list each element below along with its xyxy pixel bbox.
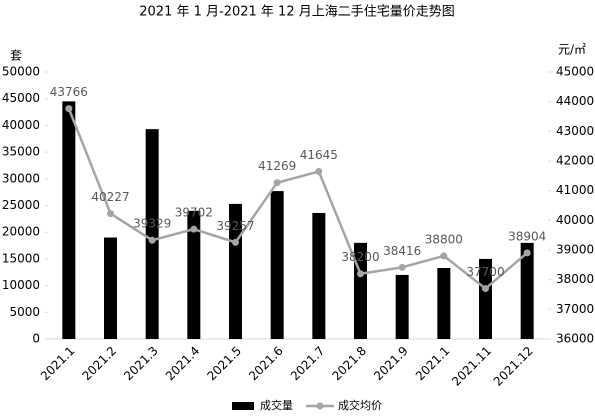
value-label: 41269 [258,159,296,173]
value-label: 39702 [175,206,213,220]
y2-tick-label: 41000 [556,183,594,197]
bar [395,274,409,339]
legend-marker [316,402,324,410]
y2-axis-label: 元/㎡ [558,43,586,57]
bar [62,101,76,340]
y-tick-label: 30000 [2,171,40,185]
marker [523,249,531,257]
legend-label: 成交均价 [338,398,382,412]
marker [398,263,406,271]
legend-label: 成交量 [260,398,293,412]
y-tick-label: 40000 [2,118,40,132]
bar [187,210,201,339]
y-tick-label: 35000 [2,145,40,159]
marker [440,252,448,260]
y-tick-label: 0 [32,332,40,346]
value-label: 43766 [50,85,88,99]
y-axis-label: 套 [10,49,22,63]
marker [65,105,73,113]
value-label: 37700 [466,265,504,279]
y-tick-label: 15000 [2,251,40,265]
value-label: 38200 [341,250,379,264]
y-tick-label: 50000 [2,65,40,79]
value-label: 38904 [508,229,546,243]
y2-tick-label: 39000 [556,243,594,257]
line [67,108,528,291]
y2-tick-label: 37000 [556,302,594,316]
bar [312,212,326,339]
y2-tick-label: 43000 [556,124,594,138]
bar [437,267,451,339]
legend-swatch [232,402,254,410]
y2-tick-label: 42000 [556,154,594,168]
y-tick-label: 25000 [2,198,40,212]
chart-title: 2021 年 1 月-2021 年 12 月上海二手住宅量价走势图 [139,4,454,20]
y2-tick-label: 40000 [556,213,594,227]
marker [482,285,489,293]
value-label: 39257 [216,219,254,233]
y2-tick-label: 45000 [556,65,594,79]
y2-tick-label: 36000 [556,332,594,346]
bar [104,237,117,339]
y-tick-label: 45000 [2,91,40,105]
value-label: 39329 [133,217,171,231]
bar [145,129,159,339]
y-tick-label: 10000 [2,278,40,292]
value-label: 40227 [91,190,129,204]
marker [190,225,198,233]
y2-tick-label: 38000 [556,272,594,286]
value-label: 38416 [383,244,421,258]
bar [270,191,284,339]
value-label: 41645 [300,148,338,162]
marker [357,270,364,278]
marker [232,238,239,246]
marker [315,168,323,176]
bar [520,242,534,339]
y-tick-label: 20000 [2,225,40,239]
marker [148,236,156,244]
marker [107,210,114,218]
bar [479,258,492,339]
marker [273,179,281,187]
value-label: 38800 [425,232,463,246]
y2-tick-label: 44000 [556,94,594,108]
y-tick-label: 5000 [9,305,40,319]
